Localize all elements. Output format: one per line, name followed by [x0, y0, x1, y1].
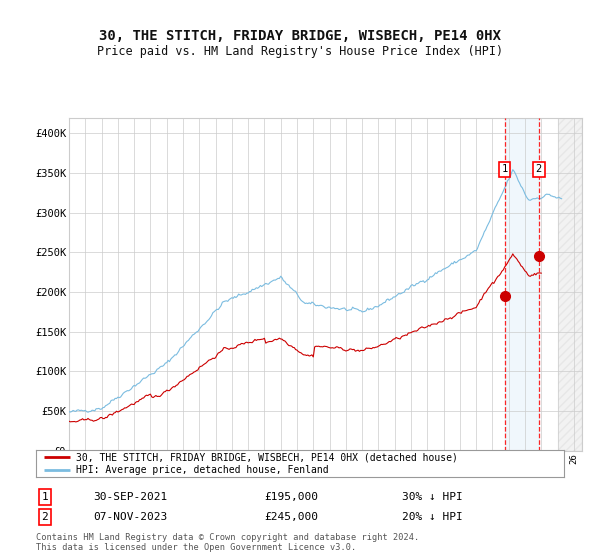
Text: 20% ↓ HPI: 20% ↓ HPI	[402, 512, 463, 522]
Text: 30, THE STITCH, FRIDAY BRIDGE, WISBECH, PE14 0HX (detached house): 30, THE STITCH, FRIDAY BRIDGE, WISBECH, …	[76, 452, 457, 463]
Text: Price paid vs. HM Land Registry's House Price Index (HPI): Price paid vs. HM Land Registry's House …	[97, 45, 503, 58]
Bar	[557, 118, 582, 451]
Text: 07-NOV-2023: 07-NOV-2023	[93, 512, 167, 522]
Text: 1: 1	[41, 492, 49, 502]
Text: HPI: Average price, detached house, Fenland: HPI: Average price, detached house, Fenl…	[76, 465, 328, 475]
Text: £195,000: £195,000	[264, 492, 318, 502]
Text: 2: 2	[536, 164, 542, 174]
Bar	[505, 118, 539, 451]
Text: 30, THE STITCH, FRIDAY BRIDGE, WISBECH, PE14 0HX: 30, THE STITCH, FRIDAY BRIDGE, WISBECH, …	[99, 29, 501, 44]
Text: 30% ↓ HPI: 30% ↓ HPI	[402, 492, 463, 502]
Text: £245,000: £245,000	[264, 512, 318, 522]
Text: 2: 2	[41, 512, 49, 522]
Text: This data is licensed under the Open Government Licence v3.0.: This data is licensed under the Open Gov…	[36, 543, 356, 552]
Bar	[557, 118, 582, 451]
Text: 30-SEP-2021: 30-SEP-2021	[93, 492, 167, 502]
Text: 1: 1	[502, 164, 508, 174]
Text: Contains HM Land Registry data © Crown copyright and database right 2024.: Contains HM Land Registry data © Crown c…	[36, 533, 419, 542]
